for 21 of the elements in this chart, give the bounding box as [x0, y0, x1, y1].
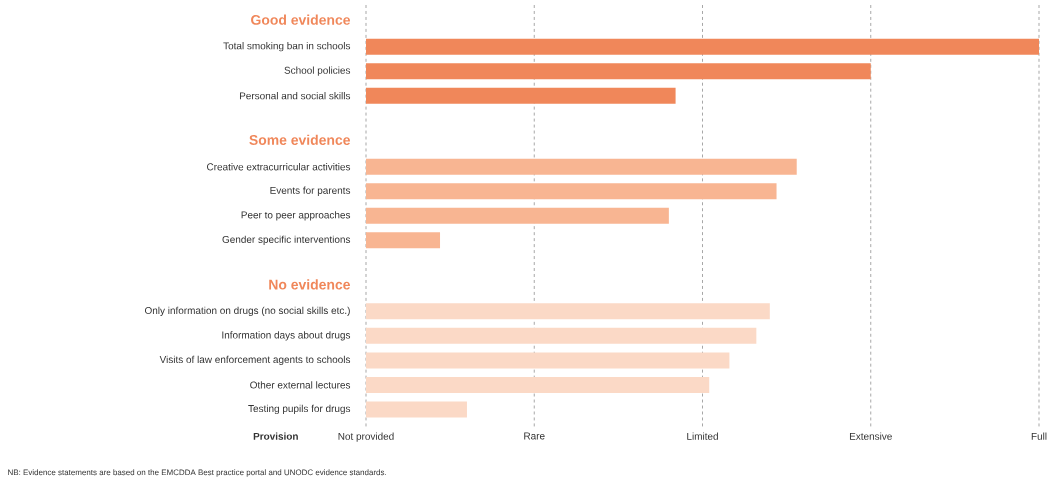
y-tick-label: Peer to peer approaches — [241, 211, 351, 221]
ref-line-label: Limited — [687, 432, 718, 440]
y-tick-label: Personal and social skills — [239, 92, 351, 100]
y-tick-label: Total smoking ban in schools — [223, 42, 351, 52]
y-tick-label: Other external lectures — [250, 381, 351, 389]
y-tick-label: Information days about drugs — [222, 331, 351, 341]
y-tick-label: Some evidence — [249, 134, 350, 145]
ref-line-label: Full — [1031, 432, 1047, 440]
y-tick-label: Only information on drugs (no social skills etc.) — [144, 306, 350, 316]
y-tick-label: School policies — [284, 66, 351, 76]
ref-line-label: Extensive — [849, 432, 892, 440]
y-tick-label: No evidence — [269, 279, 350, 290]
y-tick-label: Testing pupils for drugs — [248, 404, 351, 415]
y-tick-label: Gender specific interventions — [222, 235, 351, 245]
ref-line-label: Rare — [524, 432, 545, 440]
y-tick-label: Good evidence — [251, 14, 350, 25]
x-axis-title: Provision — [253, 432, 298, 440]
y-tick-label: Events for parents — [270, 186, 351, 196]
y-tick-label: Creative extracurricular activities — [207, 163, 351, 171]
y-tick-label: Visits of law enforcement agents to schools — [159, 355, 351, 366]
ref-line-label: Not provided — [338, 432, 394, 442]
